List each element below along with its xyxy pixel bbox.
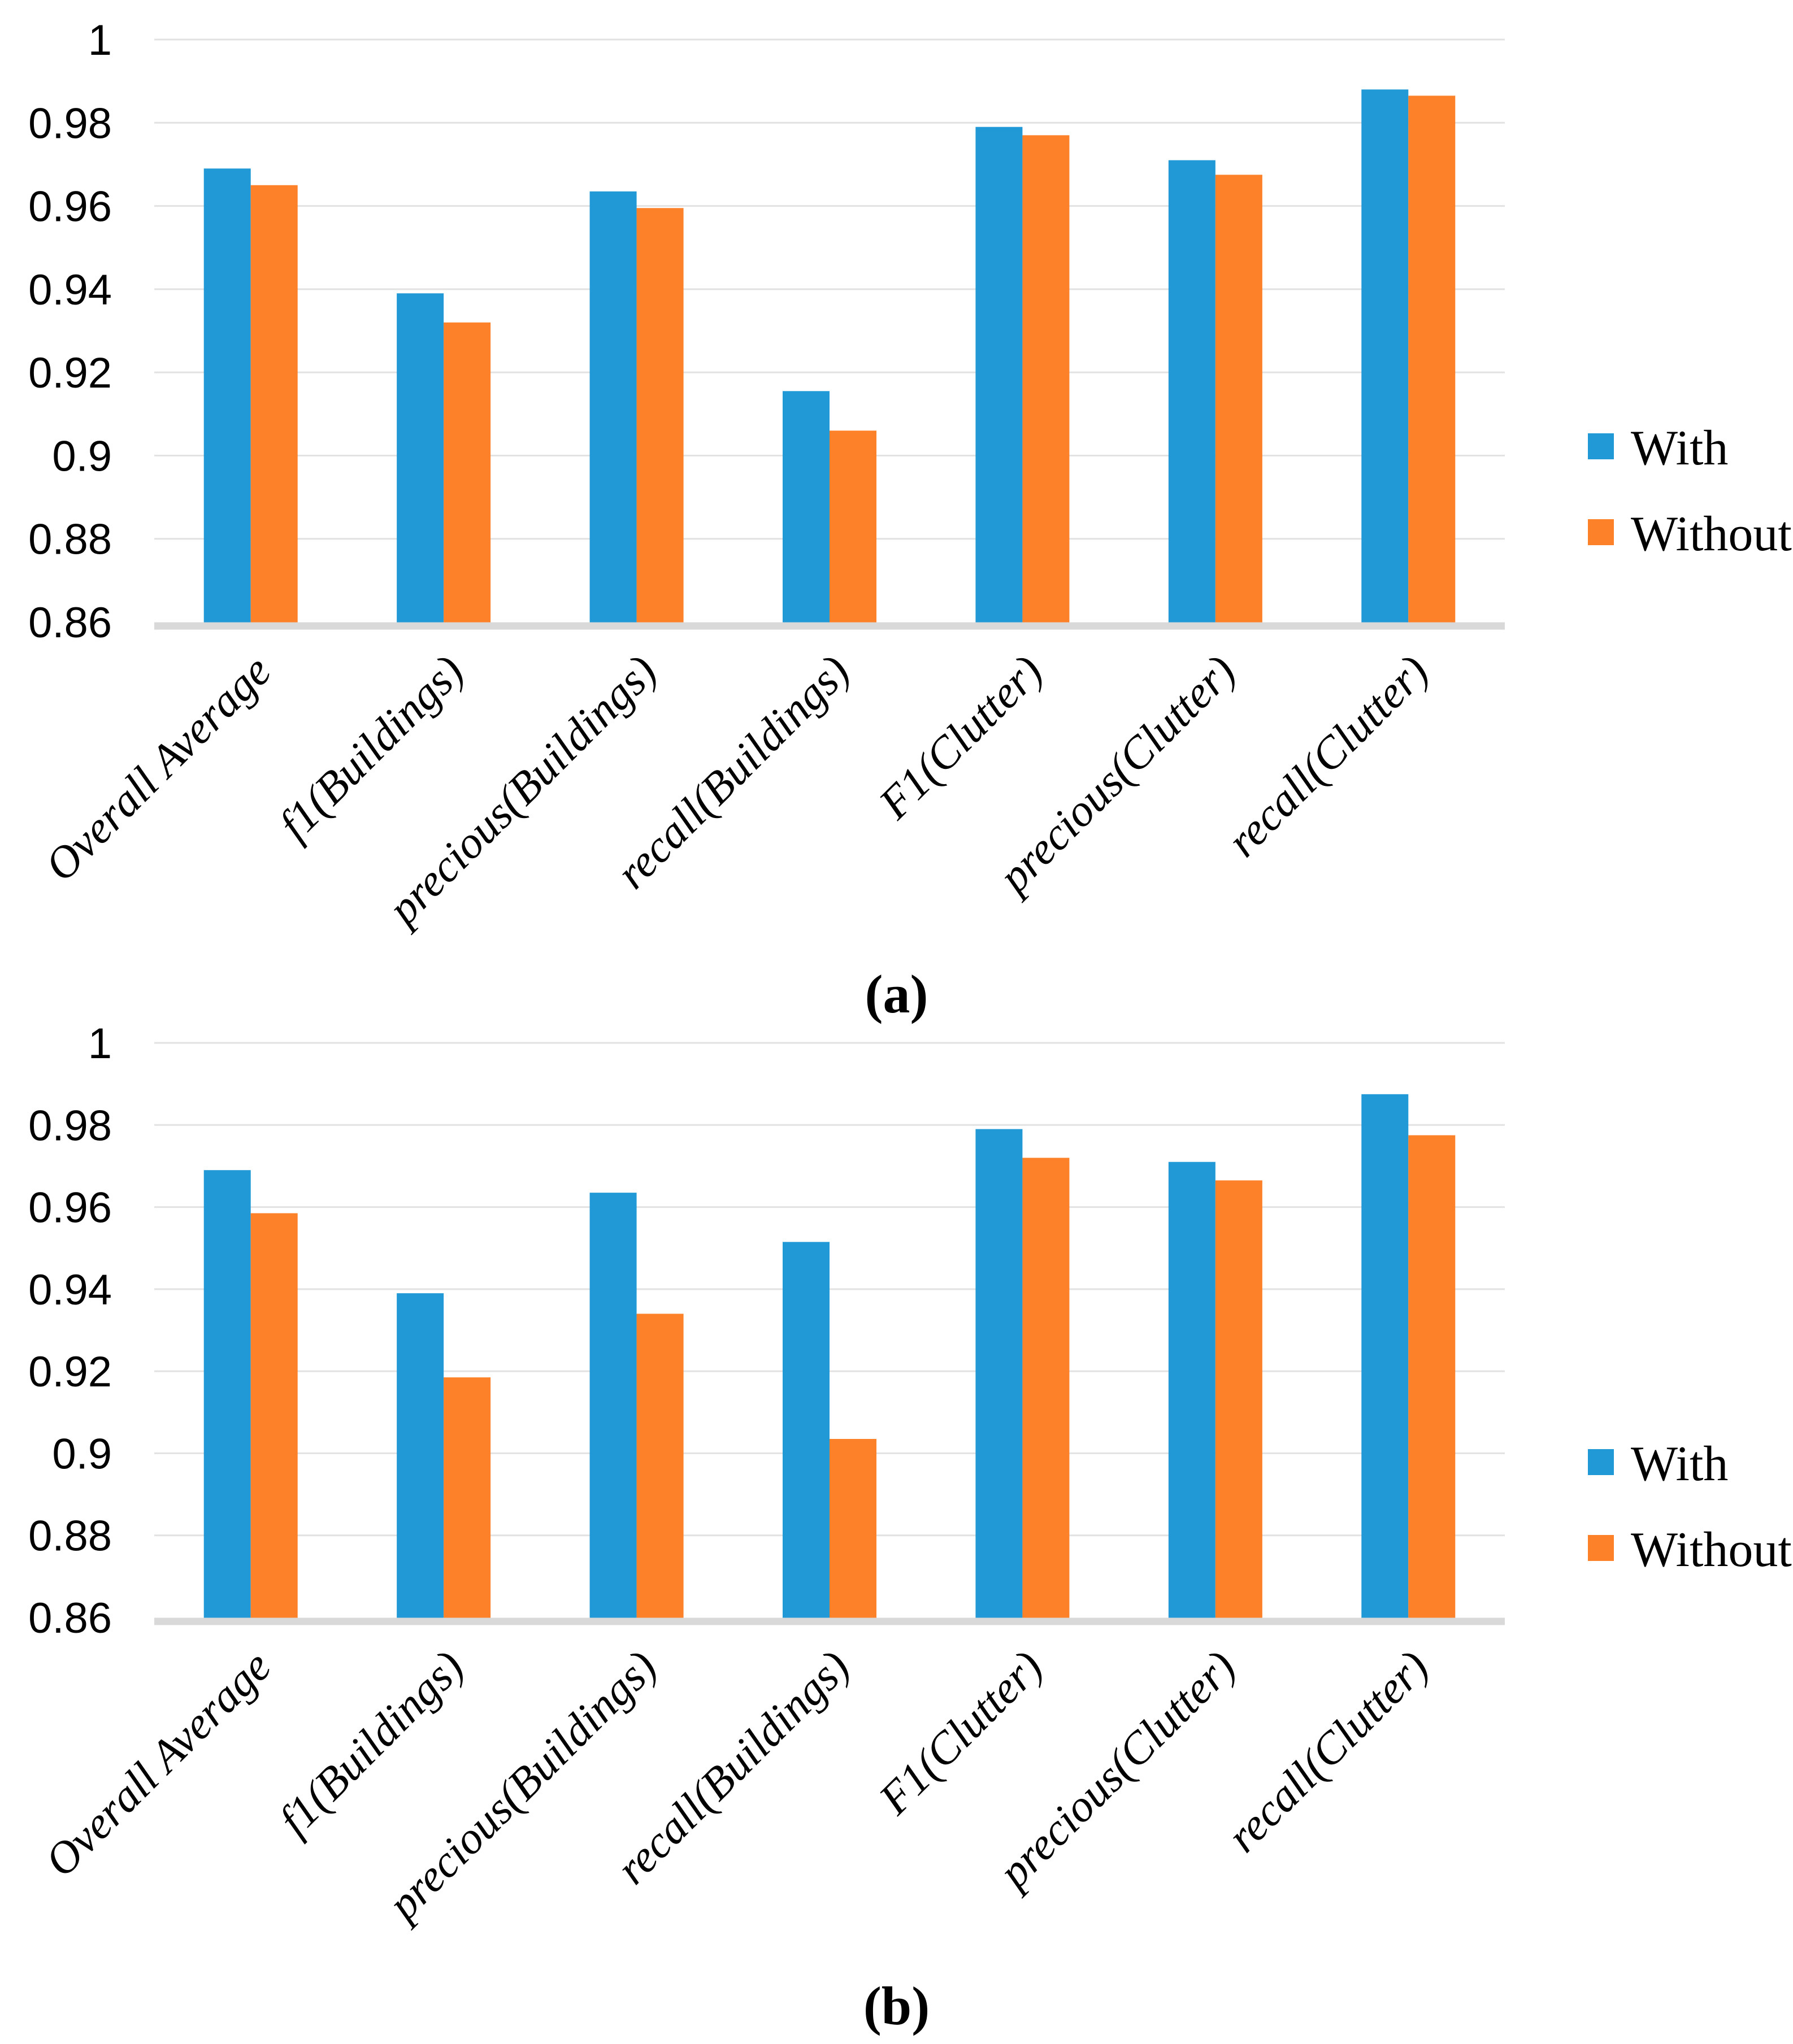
bar-without-cat0 (250, 1213, 298, 1618)
y-tick-label: 0.96 (28, 1184, 112, 1232)
y-tick-label: 0.86 (28, 599, 112, 647)
legend-swatch-without (1588, 519, 1614, 545)
bar-without-cat2 (636, 1314, 684, 1618)
bar-without-cat6 (1408, 95, 1456, 623)
y-tick-label: 0.9 (52, 432, 112, 480)
x-category-label: Overall Average (36, 646, 280, 891)
y-tick-label: 0.98 (28, 1102, 112, 1150)
bar-without-cat1 (444, 1377, 491, 1618)
x-category-label: recall(Clutter) (1218, 1642, 1438, 1862)
y-tick-label: 1 (88, 16, 112, 64)
x-category-label: recall(Clutter) (1218, 646, 1438, 867)
y-tick-label: 0.94 (28, 1266, 112, 1314)
bar-without-cat2 (636, 208, 684, 623)
legend-label-with: With (1631, 1437, 1728, 1491)
x-category-label: Overall Average (36, 1642, 280, 1886)
legend-swatch-without (1588, 1535, 1614, 1561)
bar-with-cat5 (1168, 1162, 1215, 1618)
panel-a: 1 0.98 0.96 0.94 0.92 0.9 0.88 0.86 Overall Aver… (28, 16, 1792, 1024)
bar-with-cat4 (975, 127, 1023, 623)
bar-without-cat3 (830, 1439, 876, 1618)
legend-label-without: Without (1631, 1523, 1792, 1577)
y-tick-label: 0.92 (28, 1348, 112, 1396)
bar-with-cat5 (1168, 160, 1215, 623)
legend-swatch-with (1588, 1449, 1614, 1475)
x-category-label: f1(Buildings) (270, 1642, 474, 1846)
bar-with-cat3 (783, 1242, 830, 1618)
bar-with-cat1 (397, 1293, 444, 1618)
bar-with-cat2 (589, 191, 637, 623)
legend-swatch-with (1588, 433, 1614, 459)
bar-with-cat0 (203, 1170, 251, 1618)
bar-with-cat6 (1361, 1094, 1409, 1618)
panel-b: 1 0.98 0.96 0.94 0.92 0.9 0.88 0.86 Overall Aver… (0, 1022, 1793, 2044)
y-tick-label: 0.9 (52, 1430, 112, 1478)
legend-label-with: With (1631, 421, 1728, 476)
bar-without-cat4 (1022, 135, 1070, 623)
x-category-label: F1(Clutter) (869, 1642, 1052, 1825)
y-tick-label: 0.86 (28, 1594, 112, 1642)
legend-label-without: Without (1631, 507, 1792, 562)
y-tick-label: 1 (88, 1022, 112, 1068)
bar-with-cat1 (397, 293, 444, 623)
bar-with-cat3 (783, 391, 830, 623)
y-tick-label: 0.96 (28, 183, 112, 231)
bar-with-cat0 (203, 168, 251, 623)
y-tick-label: 0.98 (28, 99, 112, 147)
bar-with-cat2 (589, 1193, 637, 1618)
y-tick-label: 0.88 (28, 516, 112, 564)
y-tick-label: 0.88 (28, 1512, 112, 1560)
bar-without-cat3 (830, 430, 876, 623)
y-tick-label: 0.92 (28, 349, 112, 397)
bar-without-cat0 (250, 185, 298, 623)
bar-without-cat1 (444, 322, 491, 623)
bar-without-cat4 (1022, 1158, 1070, 1618)
bar-without-cat5 (1215, 175, 1262, 623)
panel-a-caption: (a) (865, 964, 928, 1024)
panel-b-caption: (b) (863, 1976, 930, 2036)
bar-without-cat5 (1215, 1180, 1262, 1618)
x-category-label: F1(Clutter) (869, 646, 1052, 829)
x-category-label: f1(Buildings) (270, 646, 474, 850)
bar-with-cat6 (1361, 89, 1409, 623)
bar-without-cat6 (1408, 1135, 1456, 1618)
y-tick-label: 0.94 (28, 266, 112, 314)
bar-with-cat4 (975, 1129, 1023, 1618)
